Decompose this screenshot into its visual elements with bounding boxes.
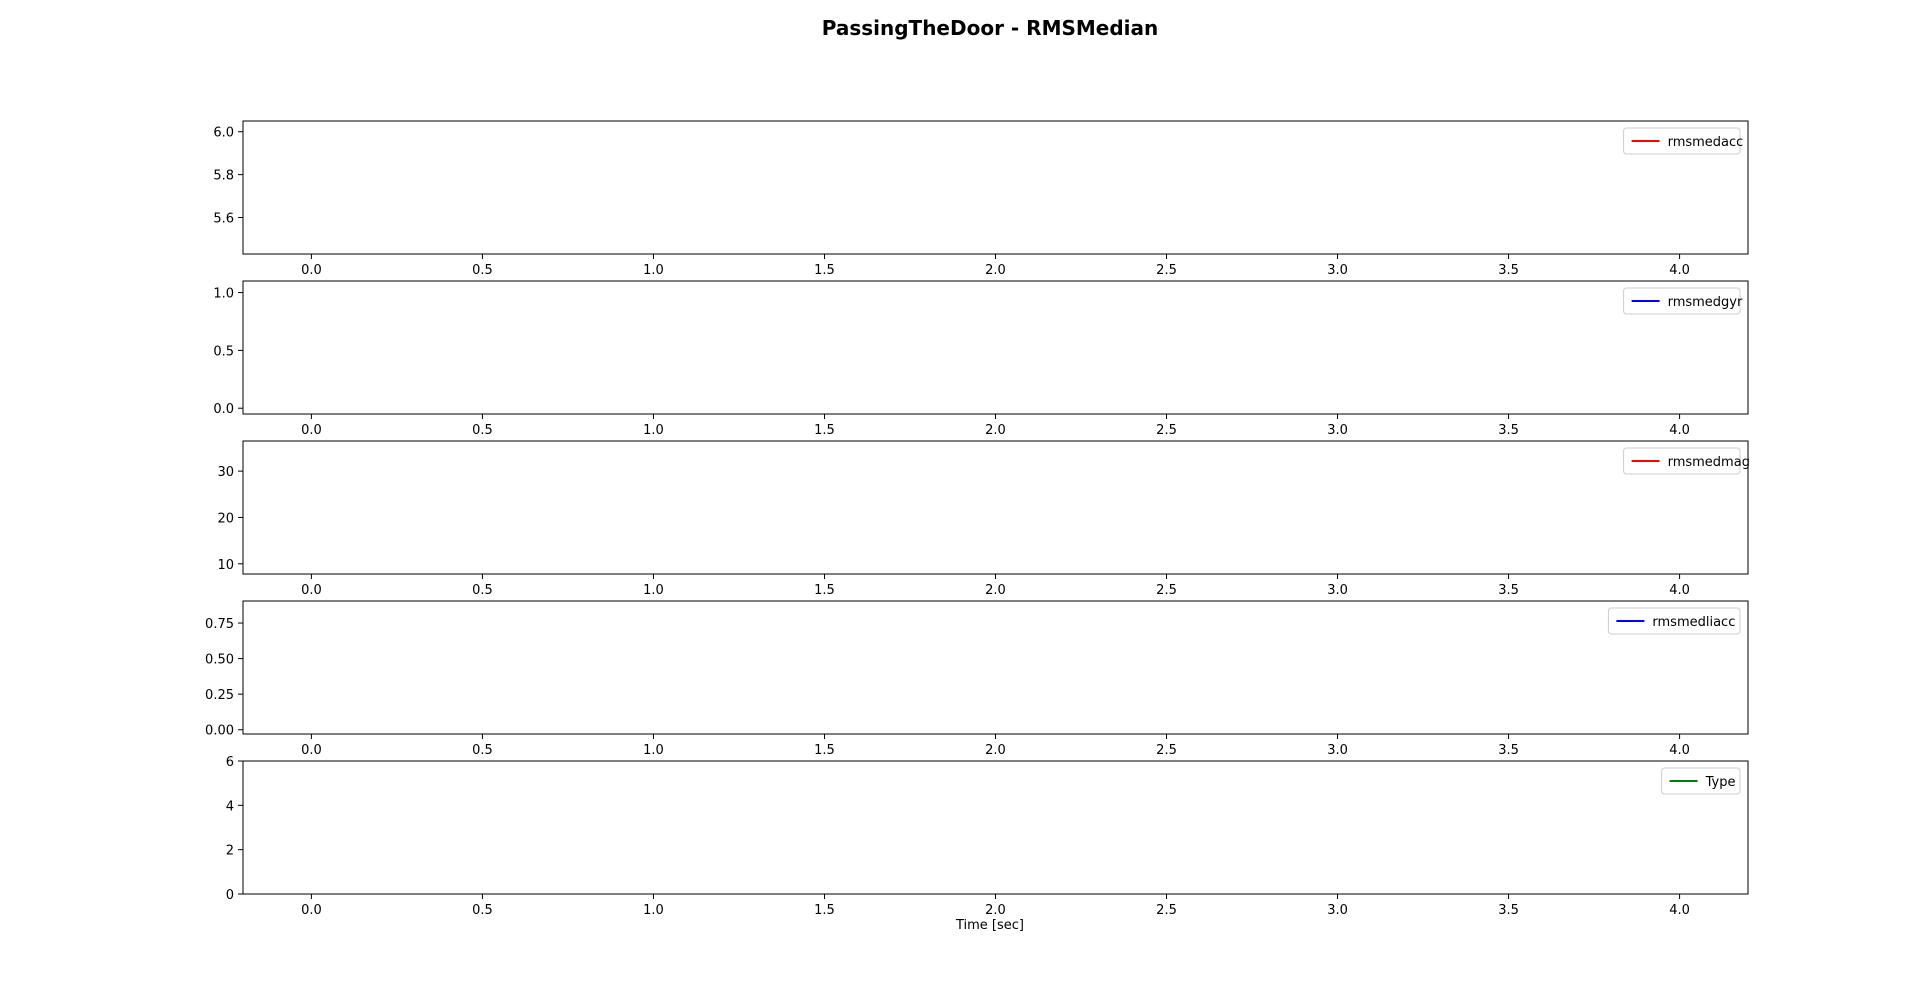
y-tick-label: 6	[226, 755, 234, 770]
x-tick-label: 3.5	[1498, 743, 1519, 758]
x-tick-label: 1.5	[814, 903, 835, 918]
x-tick-label: 3.0	[1327, 903, 1348, 918]
axes-frame	[242, 280, 1749, 415]
x-tick-label: 4.0	[1669, 743, 1690, 758]
legend: rmsmedacc	[1623, 127, 1744, 155]
subplot-Type: 0.0 0.5 1.0 1.5 2.0 2.5 3.0 3.5 4.0 0 2 4 6 Type	[226, 755, 1749, 918]
x-tick-label: 4.0	[1669, 903, 1690, 918]
legend: rmsmedmag	[1623, 447, 1750, 475]
legend-box	[1623, 447, 1741, 475]
legend-label: Type	[1705, 775, 1736, 790]
legend-box	[1661, 767, 1741, 795]
x-tick-label: 4.0	[1669, 583, 1690, 598]
y-tick-label: 0.00	[205, 724, 234, 739]
axes-frame	[242, 440, 1749, 575]
x-tick-label: 2.5	[1156, 903, 1177, 918]
x-tick-label: 1.0	[643, 743, 664, 758]
x-tick-label: 2.0	[985, 263, 1006, 278]
y-tick-label: 20	[217, 511, 234, 526]
legend-label: rmsmedacc	[1668, 135, 1744, 150]
x-tick-label: 3.0	[1327, 583, 1348, 598]
legend: rmsmedliacc	[1607, 607, 1741, 635]
legend-box	[1623, 287, 1741, 315]
y-tick-label: 0.5	[213, 344, 234, 359]
axes-frame	[242, 120, 1749, 255]
x-tick-label: 1.5	[814, 743, 835, 758]
x-tick-label: 1.0	[643, 263, 664, 278]
y-tick-label: 0	[226, 888, 234, 903]
x-tick-label: 1.0	[643, 583, 664, 598]
legend-label: rmsmedmag	[1668, 455, 1750, 470]
subplots: 0.0 0.5 1.0 1.5 2.0 2.5 3.0 3.5 4.0 5.6 5.8 6.0 rmsm…	[205, 120, 1750, 918]
axes-frame	[242, 760, 1749, 895]
legend: Type	[1661, 767, 1741, 795]
x-tick-label: 0.0	[301, 743, 322, 758]
x-tick-label: 3.0	[1327, 423, 1348, 438]
x-tick-label: 1.5	[814, 583, 835, 598]
y-tick-label: 6.0	[213, 126, 234, 141]
x-tick-label: 4.0	[1669, 263, 1690, 278]
legend: rmsmedgyr	[1623, 287, 1743, 315]
x-tick-label: 3.5	[1498, 263, 1519, 278]
x-tick-label: 3.5	[1498, 583, 1519, 598]
axes-frame	[242, 600, 1749, 735]
y-tick-label: 0.50	[205, 653, 234, 668]
y-tick-label: 1.0	[213, 287, 234, 302]
x-tick-label: 0.0	[301, 423, 322, 438]
subplot-rmsmedacc: 0.0 0.5 1.0 1.5 2.0 2.5 3.0 3.5 4.0 5.6 5.8 6.0 rmsm…	[213, 120, 1749, 278]
x-tick-label: 0.0	[301, 263, 322, 278]
legend-box	[1623, 127, 1741, 155]
y-tick-label: 0.25	[205, 688, 234, 703]
chart-title: PassingTheDoor - RMSMedian	[822, 16, 1159, 40]
x-tick-label: 0.0	[301, 903, 322, 918]
x-tick-label: 0.5	[472, 263, 493, 278]
x-tick-label: 1.5	[814, 423, 835, 438]
subplot-rmsmedmag: 0.0 0.5 1.0 1.5 2.0 2.5 3.0 3.5 4.0 10 20 30 rmsmedm…	[217, 440, 1750, 598]
y-tick-label: 0.0	[213, 402, 234, 417]
x-tick-label: 2.0	[985, 903, 1006, 918]
x-tick-label: 1.5	[814, 263, 835, 278]
y-tick-label: 4	[226, 799, 234, 814]
x-tick-label: 3.5	[1498, 903, 1519, 918]
x-tick-label: 0.5	[472, 583, 493, 598]
subplot-rmsmedliacc: 0.0 0.5 1.0 1.5 2.0 2.5 3.0 3.5 4.0 0.00 0.25 0.50 0…	[205, 600, 1749, 758]
legend-label: rmsmedgyr	[1668, 295, 1743, 310]
x-tick-label: 1.0	[643, 423, 664, 438]
y-tick-label: 30	[217, 465, 234, 480]
legend-label: rmsmedliacc	[1652, 615, 1735, 630]
x-tick-label: 0.5	[472, 903, 493, 918]
x-tick-label: 4.0	[1669, 423, 1690, 438]
y-tick-label: 5.6	[213, 212, 234, 227]
y-tick-label: 2	[226, 844, 234, 859]
x-tick-label: 2.0	[985, 583, 1006, 598]
x-tick-label: 3.0	[1327, 743, 1348, 758]
x-tick-label: 2.5	[1156, 263, 1177, 278]
x-tick-label: 0.5	[472, 743, 493, 758]
x-tick-label: 1.0	[643, 903, 664, 918]
y-tick-label: 5.8	[213, 169, 234, 184]
y-tick-label: 10	[217, 558, 234, 573]
x-tick-label: 2.5	[1156, 583, 1177, 598]
x-tick-label: 0.0	[301, 583, 322, 598]
legend-box	[1607, 607, 1741, 635]
x-tick-label: 3.0	[1327, 263, 1348, 278]
y-tick-label: 0.75	[205, 617, 234, 632]
x-axis-label: Time [sec]	[955, 918, 1024, 933]
x-tick-label: 2.5	[1156, 423, 1177, 438]
x-tick-label: 2.0	[985, 743, 1006, 758]
x-tick-label: 2.5	[1156, 743, 1177, 758]
x-tick-label: 3.5	[1498, 423, 1519, 438]
x-tick-label: 2.0	[985, 423, 1006, 438]
subplot-rmsmedgyr: 0.0 0.5 1.0 1.5 2.0 2.5 3.0 3.5 4.0 0.0 0.5 1.0 rmsm…	[213, 280, 1749, 438]
x-tick-label: 0.5	[472, 423, 493, 438]
